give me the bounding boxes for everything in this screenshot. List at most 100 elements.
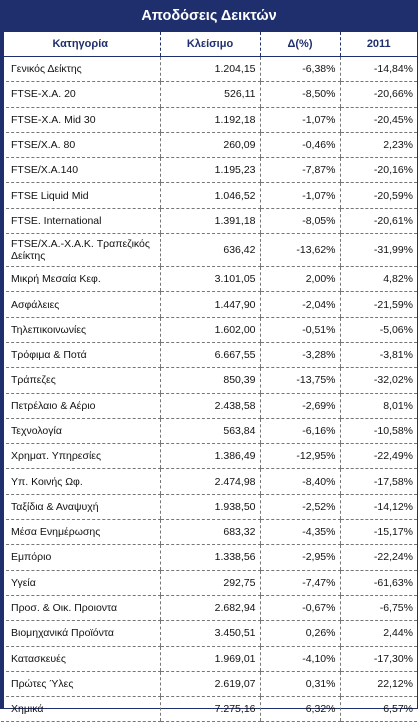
row-delta: -2,69%	[259, 393, 340, 419]
row-delta: -2,52%	[259, 494, 340, 521]
row-delta: -1,07%	[259, 107, 340, 133]
table-row: FTSE. International 1.391,18 -8,05% -20,61%	[1, 208, 417, 235]
table-row: Τράπεζες 850,39 -13,75% -32,02%	[1, 367, 417, 394]
row-ytd: -14,84%	[339, 56, 417, 83]
row-close: 7.275,16	[159, 696, 260, 722]
table-row: Χημικά 7.275,16 6,32% 6,57%	[1, 696, 417, 722]
table-row: FTSE/X.A.140 1.195,23 -7,87% -20,16%	[1, 157, 417, 184]
row-name: Μικρή Μεσαία Κεφ.	[1, 266, 160, 293]
header-close: Κλείσιμο	[159, 32, 260, 57]
row-close: 2.682,94	[159, 595, 260, 622]
row-ytd: -20,61%	[339, 208, 417, 235]
row-close: 3.450,51	[159, 620, 260, 647]
row-ytd: -15,17%	[339, 519, 417, 546]
row-close: 3.101,05	[159, 266, 260, 293]
row-ytd: -20,16%	[339, 157, 417, 184]
row-delta: -8,50%	[259, 81, 340, 108]
row-close: 292,75	[159, 570, 260, 596]
row-name: Πρώτες Ύλες	[1, 671, 160, 698]
table-row: Ταξίδια & Αναψυχή 1.938,50 -2,52% -14,12%	[1, 494, 417, 521]
row-ytd: -5,06%	[339, 317, 417, 343]
row-close: 2.619,07	[159, 671, 260, 698]
table-row: FTSE-X.A. 20 526,11 -8,50% -20,66%	[1, 81, 417, 108]
row-delta: 0,31%	[259, 671, 340, 698]
row-close: 1.386,49	[159, 443, 260, 470]
table-row: Κατασκευές 1.969,01 -4,10% -17,30%	[1, 646, 417, 672]
row-close: 2.474,98	[159, 468, 260, 495]
row-close: 1.938,50	[159, 494, 260, 521]
row-name: FTSE-X.A. Mid 30	[1, 107, 160, 133]
left-accent-bar	[1, 32, 4, 708]
row-close: 1.969,01	[159, 646, 260, 672]
row-ytd: -20,59%	[339, 182, 417, 209]
row-name: Βιομηχανικά Προϊόντα	[1, 620, 160, 647]
row-ytd: -17,58%	[339, 468, 417, 495]
row-name: FTSE. International	[1, 208, 160, 235]
row-close: 526,11	[159, 81, 260, 108]
table-row: Υπ. Κοινής Ωφ. 2.474,98 -8,40% -17,58%	[1, 468, 417, 495]
row-name: Γενικός Δείκτης	[1, 56, 160, 83]
row-delta: 0,26%	[259, 620, 340, 647]
row-delta: -7,87%	[259, 157, 340, 184]
row-name: Τεχνολογία	[1, 418, 160, 445]
row-name: Ασφάλειες	[1, 291, 160, 318]
row-ytd: -22,49%	[339, 443, 417, 470]
row-delta: -4,10%	[259, 646, 340, 672]
table-row: FTSE Liquid Mid 1.046,52 -1,07% -20,59%	[1, 182, 417, 209]
row-close: 850,39	[159, 367, 260, 394]
row-name: Μέσα Ενημέρωσης	[1, 519, 160, 546]
table-row: Πρώτες Ύλες 2.619,07 0,31% 22,12%	[1, 671, 417, 698]
row-delta: -8,05%	[259, 208, 340, 235]
row-delta: -13,75%	[259, 367, 340, 394]
row-ytd: -14,12%	[339, 494, 417, 521]
row-delta: -2,04%	[259, 291, 340, 318]
row-delta: -0,51%	[259, 317, 340, 343]
table-row: FTSE/X.A.-X.A.K. Τραπεζικός Δείκτης 636,4…	[1, 233, 417, 268]
row-name: Τηλεπικοινωνίες	[1, 317, 160, 343]
row-ytd: -20,45%	[339, 107, 417, 133]
row-name: Χημικά	[1, 696, 160, 722]
row-name: FTSE/X.A. 80	[1, 132, 160, 159]
table-title: Αποδόσεις Δεικτών	[1, 1, 417, 32]
row-ytd: -32,02%	[339, 367, 417, 394]
row-close: 1.192,18	[159, 107, 260, 133]
table-row: FTSE/X.A. 80 260,09 -0,46% 2,23%	[1, 132, 417, 159]
row-ytd: 2,44%	[339, 620, 417, 647]
row-ytd: -31,99%	[339, 233, 417, 268]
row-name: Υπ. Κοινής Ωφ.	[1, 468, 160, 495]
row-close: 1.391,18	[159, 208, 260, 235]
row-close: 1.046,52	[159, 182, 260, 209]
row-delta: -13,62%	[259, 233, 340, 268]
row-close: 1.447,90	[159, 291, 260, 318]
table-row: Μέσα Ενημέρωσης 683,32 -4,35% -15,17%	[1, 519, 417, 546]
row-ytd: -22,24%	[339, 544, 417, 571]
row-close: 683,32	[159, 519, 260, 546]
row-name: Υγεία	[1, 570, 160, 596]
row-delta: -2,95%	[259, 544, 340, 571]
row-delta: -0,46%	[259, 132, 340, 159]
row-close: 6.667,55	[159, 342, 260, 369]
row-delta: 6,32%	[259, 696, 340, 722]
table-row: FTSE-X.A. Mid 30 1.192,18 -1,07% -20,45%	[1, 107, 417, 133]
table-row: Πετρέλαιο & Αέριο 2.438,58 -2,69% 8,01%	[1, 393, 417, 419]
row-delta: -4,35%	[259, 519, 340, 546]
row-close: 260,09	[159, 132, 260, 159]
header-ytd: 2011	[339, 32, 417, 57]
row-delta: 2,00%	[259, 266, 340, 293]
row-ytd: -17,30%	[339, 646, 417, 672]
row-ytd: -21,59%	[339, 291, 417, 318]
row-ytd: 8,01%	[339, 393, 417, 419]
row-delta: -6,16%	[259, 418, 340, 445]
row-ytd: 6,57%	[339, 696, 417, 722]
table-row: Χρηματ. Υπηρεσίες 1.386,49 -12,95% -22,49%	[1, 443, 417, 470]
row-ytd: 2,23%	[339, 132, 417, 159]
row-ytd: -20,66%	[339, 81, 417, 108]
row-delta: -12,95%	[259, 443, 340, 470]
row-name: Τρόφιμα & Ποτά	[1, 342, 160, 369]
table-row: Βιομηχανικά Προϊόντα 3.450,51 0,26% 2,44%	[1, 620, 417, 647]
table-row: Προσ. & Οικ. Προιοντα 2.682,94 -0,67% -6,75…	[1, 595, 417, 622]
row-name: Ταξίδια & Αναψυχή	[1, 494, 160, 521]
row-close: 1.195,23	[159, 157, 260, 184]
row-delta: -7,47%	[259, 570, 340, 596]
row-name: Προσ. & Οικ. Προιοντα	[1, 595, 160, 622]
